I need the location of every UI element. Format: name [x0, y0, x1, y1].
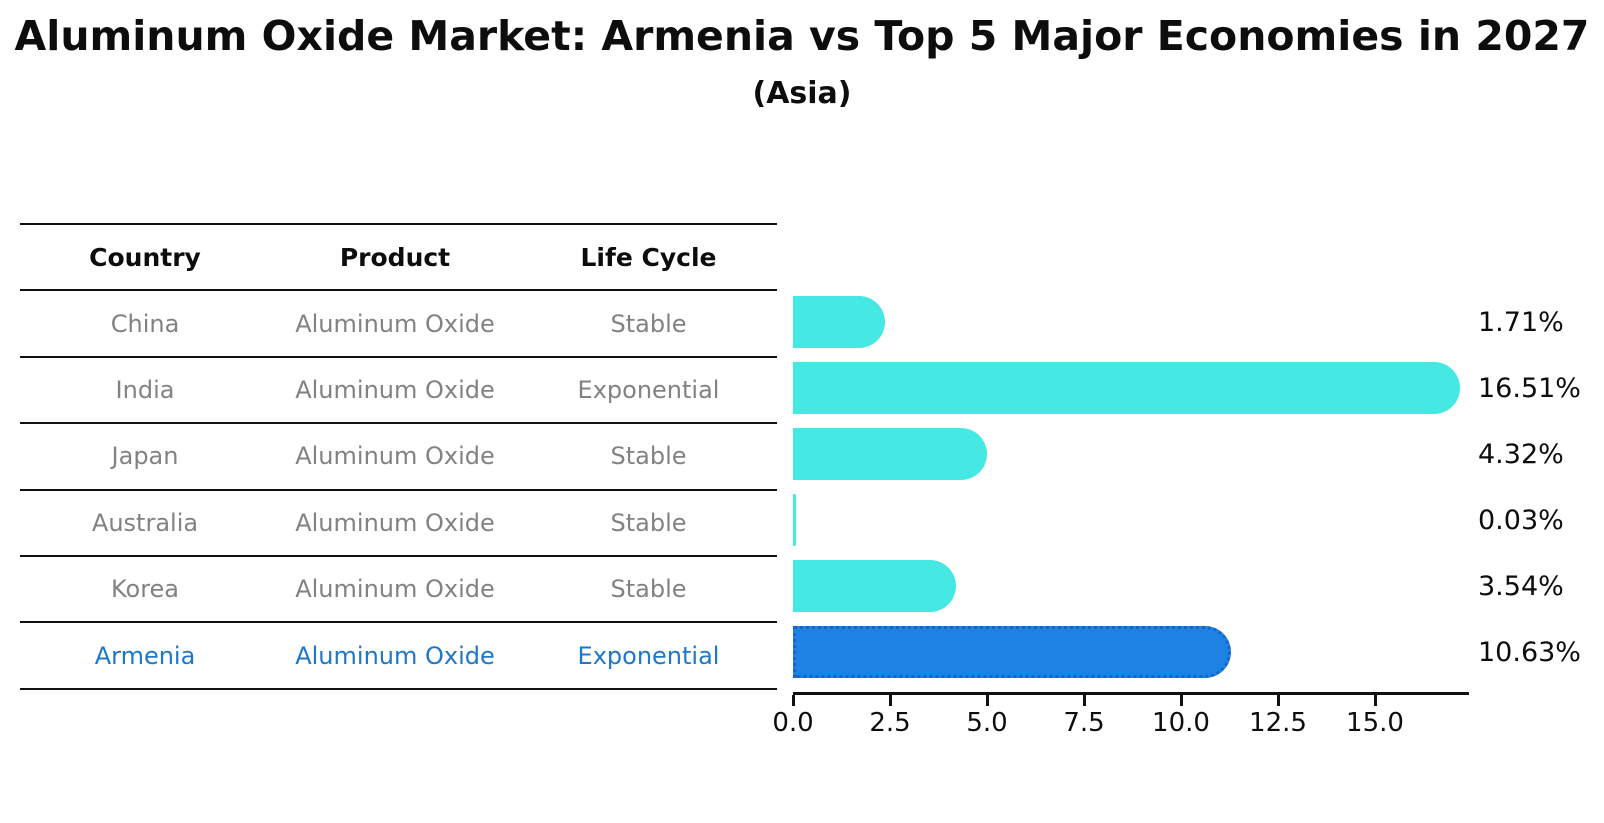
cell-country: Armenia — [94, 641, 196, 670]
x-axis-tick-label: 0.0 — [772, 708, 814, 738]
cell-product: Aluminum Oxide — [295, 375, 495, 404]
cell-life-cycle: Stable — [610, 309, 687, 338]
cell-life-cycle: Exponential — [577, 375, 720, 404]
table-header-row: Country Product Life Cycle — [20, 225, 777, 292]
x-axis-tick-label: 12.5 — [1249, 708, 1307, 738]
chart-title: Aluminum Oxide Market: Armenia vs Top 5 … — [14, 12, 1590, 60]
cell-product: Aluminum Oxide — [295, 641, 495, 670]
cell-product: Aluminum Oxide — [295, 442, 495, 471]
bar-value-label: 3.54% — [1478, 570, 1564, 602]
bar-value-label: 1.71% — [1478, 306, 1564, 338]
cell-country: China — [110, 309, 180, 338]
table-row-armenia: Armenia Aluminum Oxide Exponential — [20, 623, 777, 690]
chart-subtitle: (Asia) — [752, 76, 852, 111]
table-row-india: India Aluminum Oxide Exponential — [20, 358, 777, 425]
table-row-australia: Australia Aluminum Oxide Stable — [20, 491, 777, 557]
cell-country: Japan — [111, 442, 179, 471]
cell-product: Aluminum Oxide — [295, 575, 495, 604]
x-axis-tick — [1374, 695, 1377, 706]
x-axis-tick-label: 7.5 — [1063, 708, 1105, 738]
header-life-cycle: Life Cycle — [580, 242, 717, 272]
x-axis-tick-label: 10.0 — [1152, 708, 1210, 738]
bar-value-label: 10.63% — [1478, 636, 1581, 668]
x-axis-tick — [1180, 695, 1183, 706]
cell-product: Aluminum Oxide — [295, 309, 495, 338]
header-product: Product — [339, 242, 451, 272]
x-axis-tick-label: 5.0 — [966, 708, 1008, 738]
x-axis-tick-label: 15.0 — [1346, 708, 1404, 738]
x-axis-tick — [986, 695, 989, 706]
table-row-japan: Japan Aluminum Oxide Stable — [20, 424, 777, 491]
table-row-china: China Aluminum Oxide Stable — [20, 291, 777, 358]
country-table: Country Product Life Cycle China Aluminu… — [20, 223, 777, 690]
x-axis-line — [793, 692, 1469, 695]
x-axis-tick — [889, 695, 892, 706]
cell-country: Australia — [91, 508, 199, 537]
cell-life-cycle: Stable — [610, 575, 687, 604]
bar-value-label: 0.03% — [1478, 504, 1564, 536]
cell-country: Korea — [110, 575, 180, 604]
bar-china — [793, 296, 886, 348]
cell-life-cycle: Stable — [610, 442, 687, 471]
header-country: Country — [89, 242, 201, 272]
x-axis-tick — [1277, 695, 1280, 706]
x-axis-tick-label: 2.5 — [869, 708, 911, 738]
cell-country: India — [115, 375, 175, 404]
bar-korea — [793, 560, 957, 612]
cell-product: Aluminum Oxide — [295, 508, 495, 537]
x-axis-tick — [1083, 695, 1086, 706]
table-row-korea: Korea Aluminum Oxide Stable — [20, 557, 777, 624]
bar-japan — [793, 428, 987, 480]
x-axis-tick — [792, 695, 795, 706]
bar-armenia — [793, 626, 1232, 678]
cell-life-cycle: Stable — [610, 508, 687, 537]
bar-value-label: 16.51% — [1478, 372, 1581, 404]
cell-life-cycle: Exponential — [577, 641, 720, 670]
bar-australia — [793, 494, 796, 546]
bar-india — [793, 362, 1460, 414]
bar-value-label: 4.32% — [1478, 438, 1564, 470]
